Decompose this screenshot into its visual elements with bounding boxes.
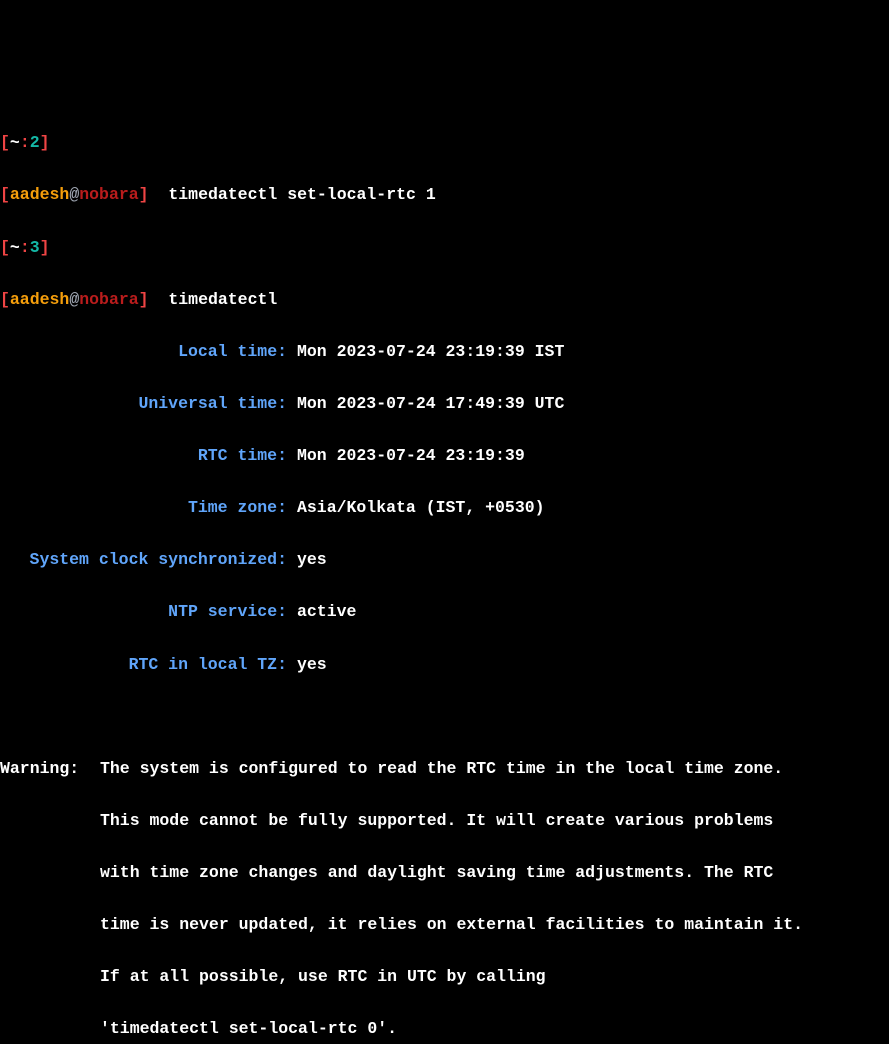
warning-text-2: This mode cannot be fully supported. It … — [100, 808, 773, 834]
value-universal-time: Mon 2023-07-24 17:49:39 UTC — [287, 391, 564, 417]
prompt-line-1: [aadesh@nobara] timedatectl set-local-rt… — [0, 182, 889, 208]
tilde: ~ — [10, 238, 20, 257]
status-row-rtc-time: RTC time:Mon 2023-07-24 23:19:39 — [0, 443, 889, 469]
warning-line-5: If at all possible, use RTC in UTC by ca… — [0, 964, 889, 990]
rbracket: ] — [139, 290, 149, 309]
warning-line-4: time is never updated, it relies on exte… — [0, 912, 889, 938]
warning-text-3: with time zone changes and daylight savi… — [100, 860, 773, 886]
warning-indent — [0, 808, 100, 834]
rbracket: ] — [40, 133, 50, 152]
status-row-local-time: Local time:Mon 2023-07-24 23:19:39 IST — [0, 339, 889, 365]
warning-indent — [0, 912, 100, 938]
prompt-line-2: [aadesh@nobara] timedatectl — [0, 287, 889, 313]
status-row-rtc-tz: RTC in local TZ:yes — [0, 652, 889, 678]
command-2: timedatectl — [168, 290, 277, 309]
value-rtc-tz: yes — [287, 652, 327, 678]
status-row-sys-sync: System clock synchronized:yes — [0, 547, 889, 573]
warning-line-1: Warning:The system is configured to read… — [0, 756, 889, 782]
label-ntp: NTP service: — [0, 599, 287, 625]
lbracket: [ — [0, 185, 10, 204]
warning-line-6: 'timedatectl set-local-rtc 0'. — [0, 1016, 889, 1042]
prompt-at: @ — [69, 185, 79, 204]
prompt-at: @ — [69, 290, 79, 309]
value-sys-sync: yes — [287, 547, 327, 573]
prompt-host: nobara — [79, 290, 138, 309]
value-local-time: Mon 2023-07-24 23:19:39 IST — [287, 339, 564, 365]
prompt-user: aadesh — [10, 290, 69, 309]
label-universal-time: Universal time: — [0, 391, 287, 417]
lbracket: [ — [0, 238, 10, 257]
warning-line-3: with time zone changes and daylight savi… — [0, 860, 889, 886]
history-number: 3 — [30, 238, 40, 257]
warning-text-6: 'timedatectl set-local-rtc 0'. — [100, 1016, 397, 1042]
cwd-line-1: [~:2] — [0, 130, 889, 156]
prompt-user: aadesh — [10, 185, 69, 204]
command-1: timedatectl set-local-rtc 1 — [168, 185, 435, 204]
colon: : — [20, 133, 30, 152]
label-rtc-tz: RTC in local TZ: — [0, 652, 287, 678]
warning-line-2: This mode cannot be fully supported. It … — [0, 808, 889, 834]
rbracket: ] — [139, 185, 149, 204]
warning-indent — [0, 1016, 100, 1042]
rbracket: ] — [40, 238, 50, 257]
tilde: ~ — [10, 133, 20, 152]
colon: : — [20, 238, 30, 257]
value-time-zone: Asia/Kolkata (IST, +0530) — [287, 495, 545, 521]
warning-text-1: The system is configured to read the RTC… — [100, 756, 783, 782]
label-rtc-time: RTC time: — [0, 443, 287, 469]
history-number: 2 — [30, 133, 40, 152]
lbracket: [ — [0, 290, 10, 309]
prompt-host: nobara — [79, 185, 138, 204]
warning-indent — [0, 860, 100, 886]
status-row-ntp: NTP service:active — [0, 599, 889, 625]
warning-indent — [0, 964, 100, 990]
label-time-zone: Time zone: — [0, 495, 287, 521]
blank-line — [0, 704, 889, 730]
warning-text-5: If at all possible, use RTC in UTC by ca… — [100, 964, 546, 990]
warning-prefix: Warning: — [0, 756, 100, 782]
warning-text-4: time is never updated, it relies on exte… — [100, 912, 803, 938]
lbracket: [ — [0, 133, 10, 152]
value-ntp: active — [287, 599, 356, 625]
value-rtc-time: Mon 2023-07-24 23:19:39 — [287, 443, 525, 469]
status-row-universal-time: Universal time:Mon 2023-07-24 17:49:39 U… — [0, 391, 889, 417]
cwd-line-2: [~:3] — [0, 235, 889, 261]
label-sys-sync: System clock synchronized: — [0, 547, 287, 573]
terminal-output[interactable]: [~:2] [aadesh@nobara] timedatectl set-lo… — [0, 104, 889, 1044]
status-row-time-zone: Time zone:Asia/Kolkata (IST, +0530) — [0, 495, 889, 521]
label-local-time: Local time: — [0, 339, 287, 365]
